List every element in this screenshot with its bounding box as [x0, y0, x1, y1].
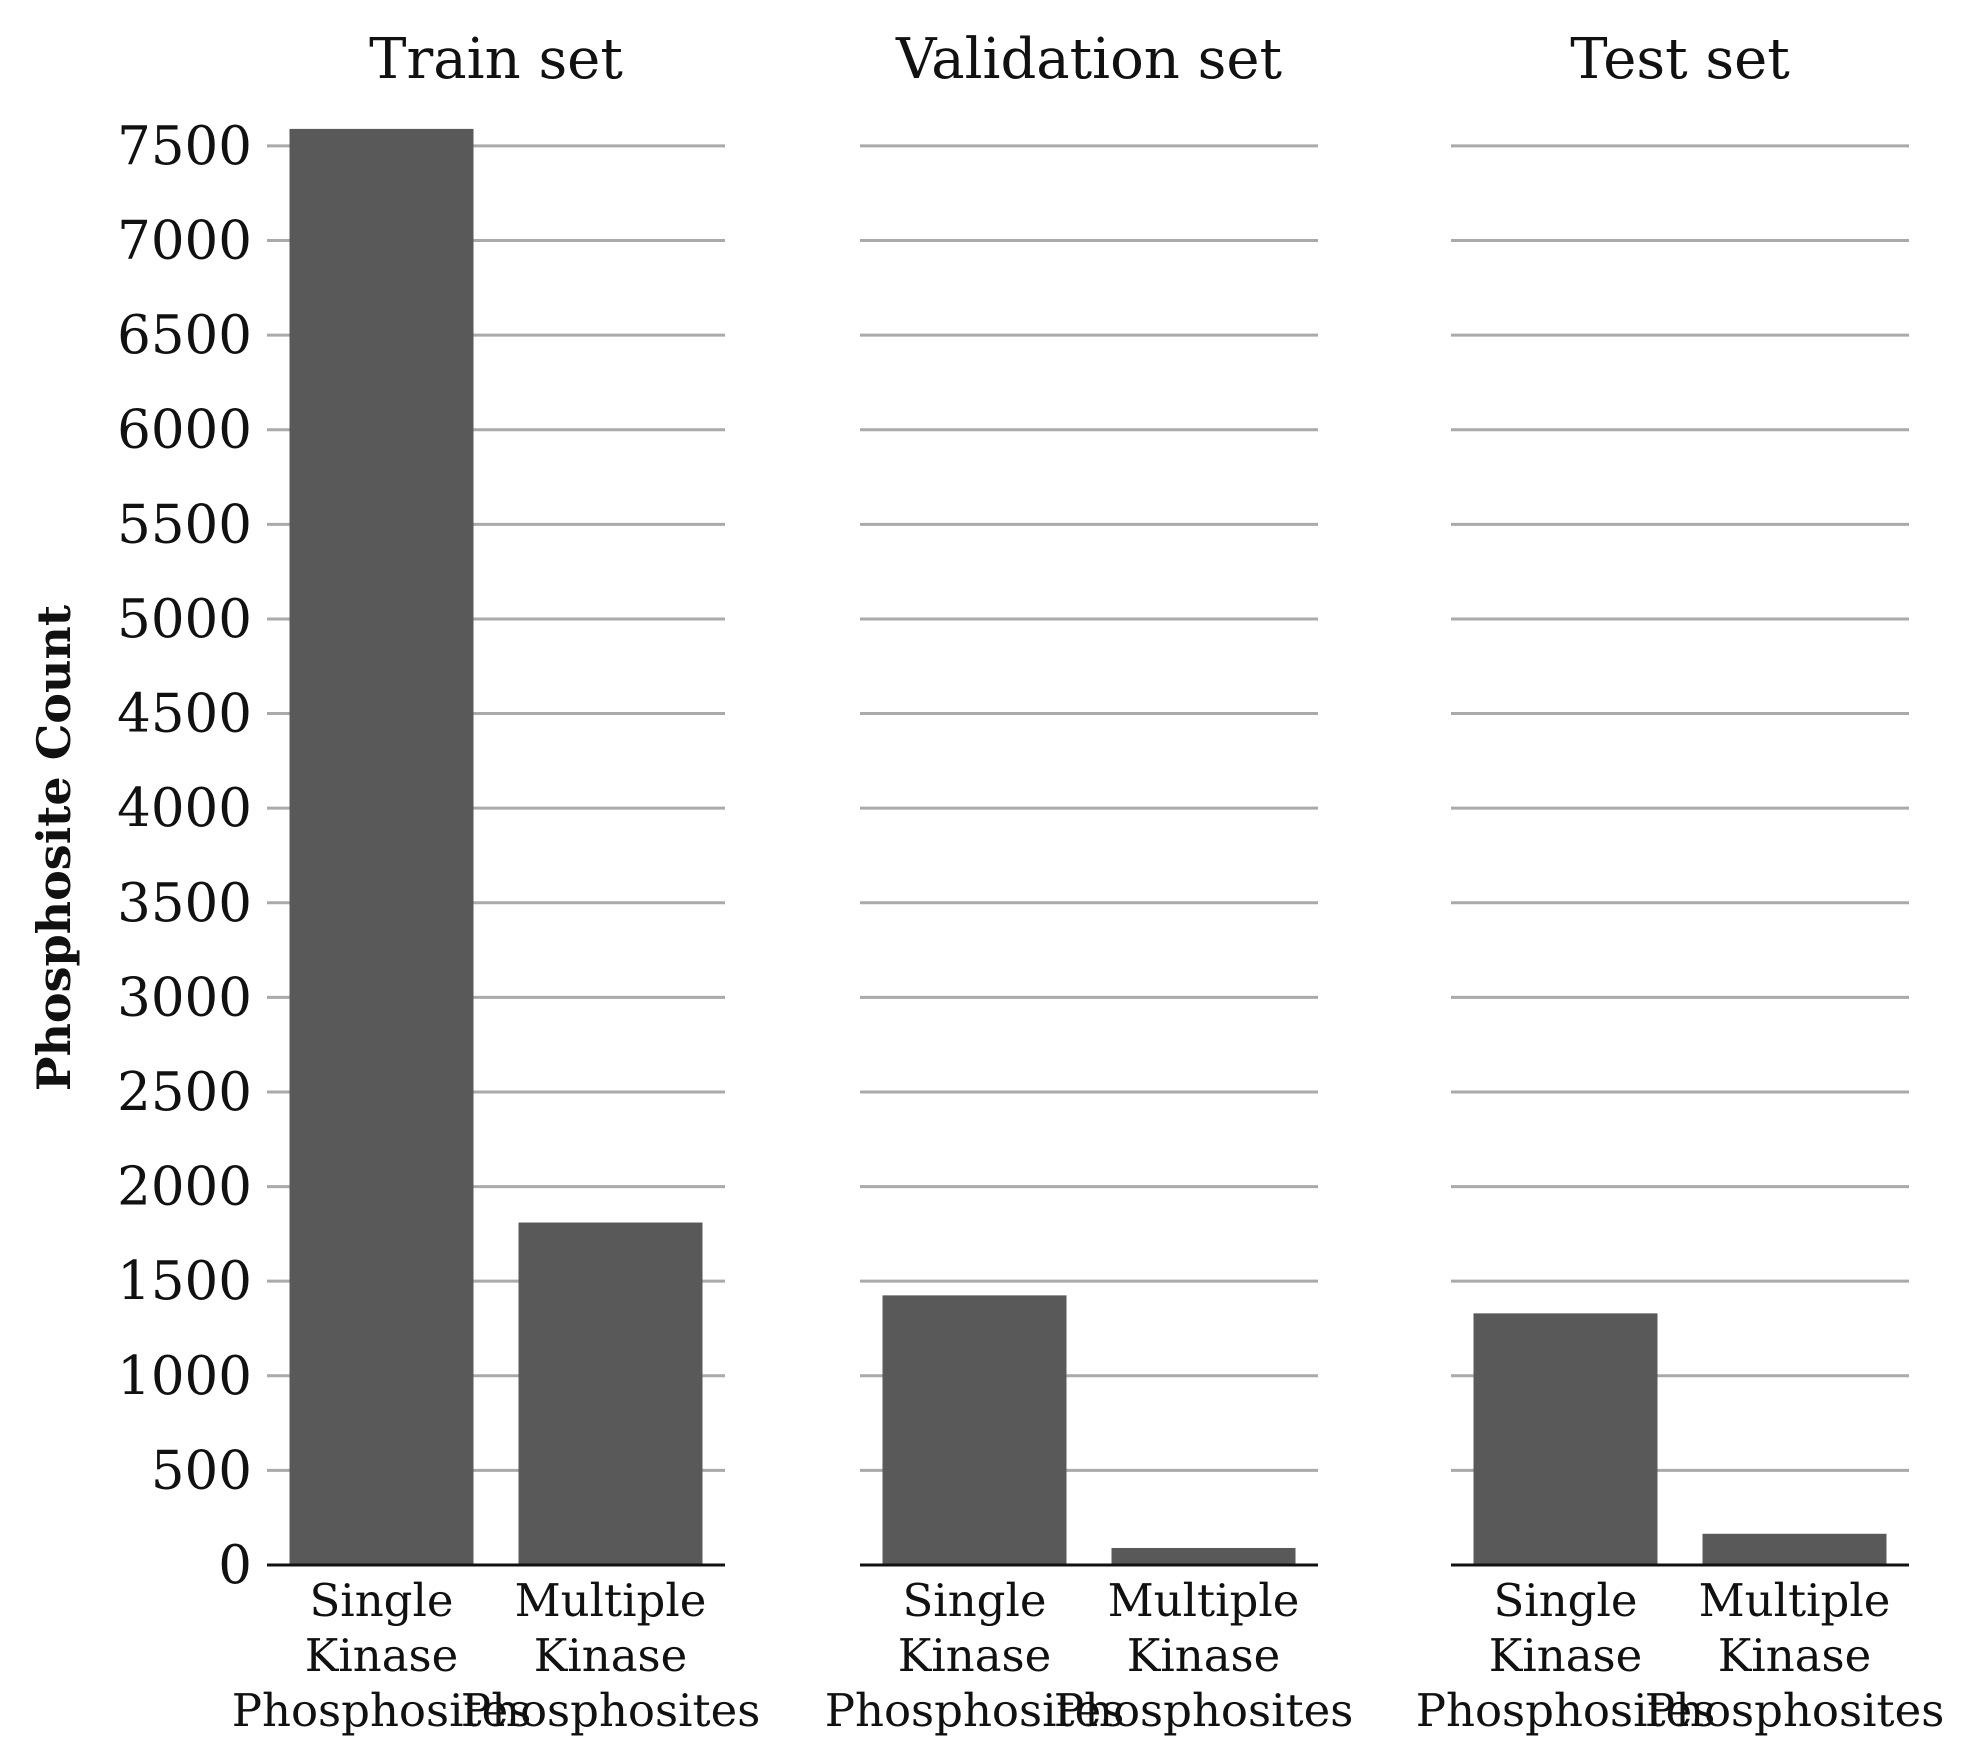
panel-title: Test set — [1570, 27, 1790, 92]
x-tick-label-line: Phosphosites — [461, 1684, 761, 1737]
x-tick-label-line: Single — [902, 1574, 1046, 1627]
y-axis-label: Phosphosite Count — [27, 604, 81, 1091]
x-tick-label-line: Kinase — [898, 1629, 1052, 1682]
bar — [1473, 1313, 1658, 1565]
bar — [1111, 1547, 1296, 1565]
y-tick-label: 4000 — [117, 778, 252, 839]
x-tick-label-line: Phosphosites — [1416, 1684, 1716, 1737]
x-tick-label-line: Kinase — [1718, 1629, 1872, 1682]
y-tick-label: 3000 — [117, 967, 252, 1028]
y-tick-label: 1500 — [117, 1251, 252, 1312]
x-tick-label-line: Phosphosites — [1645, 1684, 1945, 1737]
x-tick-label-line: Phosphosites — [1054, 1684, 1354, 1737]
bar — [518, 1222, 703, 1565]
x-tick-label-line: Multiple — [1108, 1574, 1300, 1627]
y-tick-label: 1000 — [117, 1346, 252, 1407]
bar — [289, 128, 474, 1566]
x-tick-label-line: Single — [1493, 1574, 1637, 1627]
y-tick-label: 2500 — [117, 1062, 252, 1123]
y-tick-label: 7500 — [117, 116, 252, 177]
x-tick-label-line: Kinase — [305, 1629, 459, 1682]
x-tick-label-line: Multiple — [515, 1574, 707, 1627]
bar — [1702, 1533, 1887, 1565]
x-tick-label-line: Multiple — [1699, 1574, 1891, 1627]
panel-title: Train set — [369, 27, 623, 92]
x-tick-label-line: Phosphosites — [825, 1684, 1125, 1737]
x-tick-label-line: Kinase — [534, 1629, 688, 1682]
panel-title: Validation set — [895, 27, 1283, 92]
x-tick-label-line: Kinase — [1127, 1629, 1281, 1682]
x-tick-label-line: Kinase — [1489, 1629, 1643, 1682]
y-tick-label: 6000 — [117, 400, 252, 461]
x-tick-label-line: Phosphosites — [232, 1684, 532, 1737]
x-tick-label-line: Single — [309, 1574, 453, 1627]
y-tick-label: 7000 — [117, 211, 252, 272]
y-tick-label: 5000 — [117, 589, 252, 650]
x-tick-label: Multiple Kinase Phosphosites — [1054, 1574, 1354, 1737]
y-tick-label: 2000 — [117, 1157, 252, 1218]
x-tick-label: Single Kinase Phosphosites — [825, 1574, 1125, 1737]
bar — [882, 1295, 1067, 1565]
x-tick-label: Multiple Kinase Phosphosites — [461, 1574, 761, 1737]
x-tick-label: Single Kinase Phosphosites — [232, 1574, 532, 1737]
y-tick-label: 4500 — [117, 684, 252, 745]
y-tick-label: 500 — [151, 1440, 252, 1501]
y-tick-label: 0 — [218, 1535, 252, 1596]
x-tick-label: Single Kinase Phosphosites — [1416, 1574, 1716, 1737]
y-tick-label: 5500 — [117, 494, 252, 555]
y-tick-label: 6500 — [117, 305, 252, 366]
y-tick-label: 3500 — [117, 873, 252, 934]
x-tick-label: Multiple Kinase Phosphosites — [1645, 1574, 1945, 1737]
